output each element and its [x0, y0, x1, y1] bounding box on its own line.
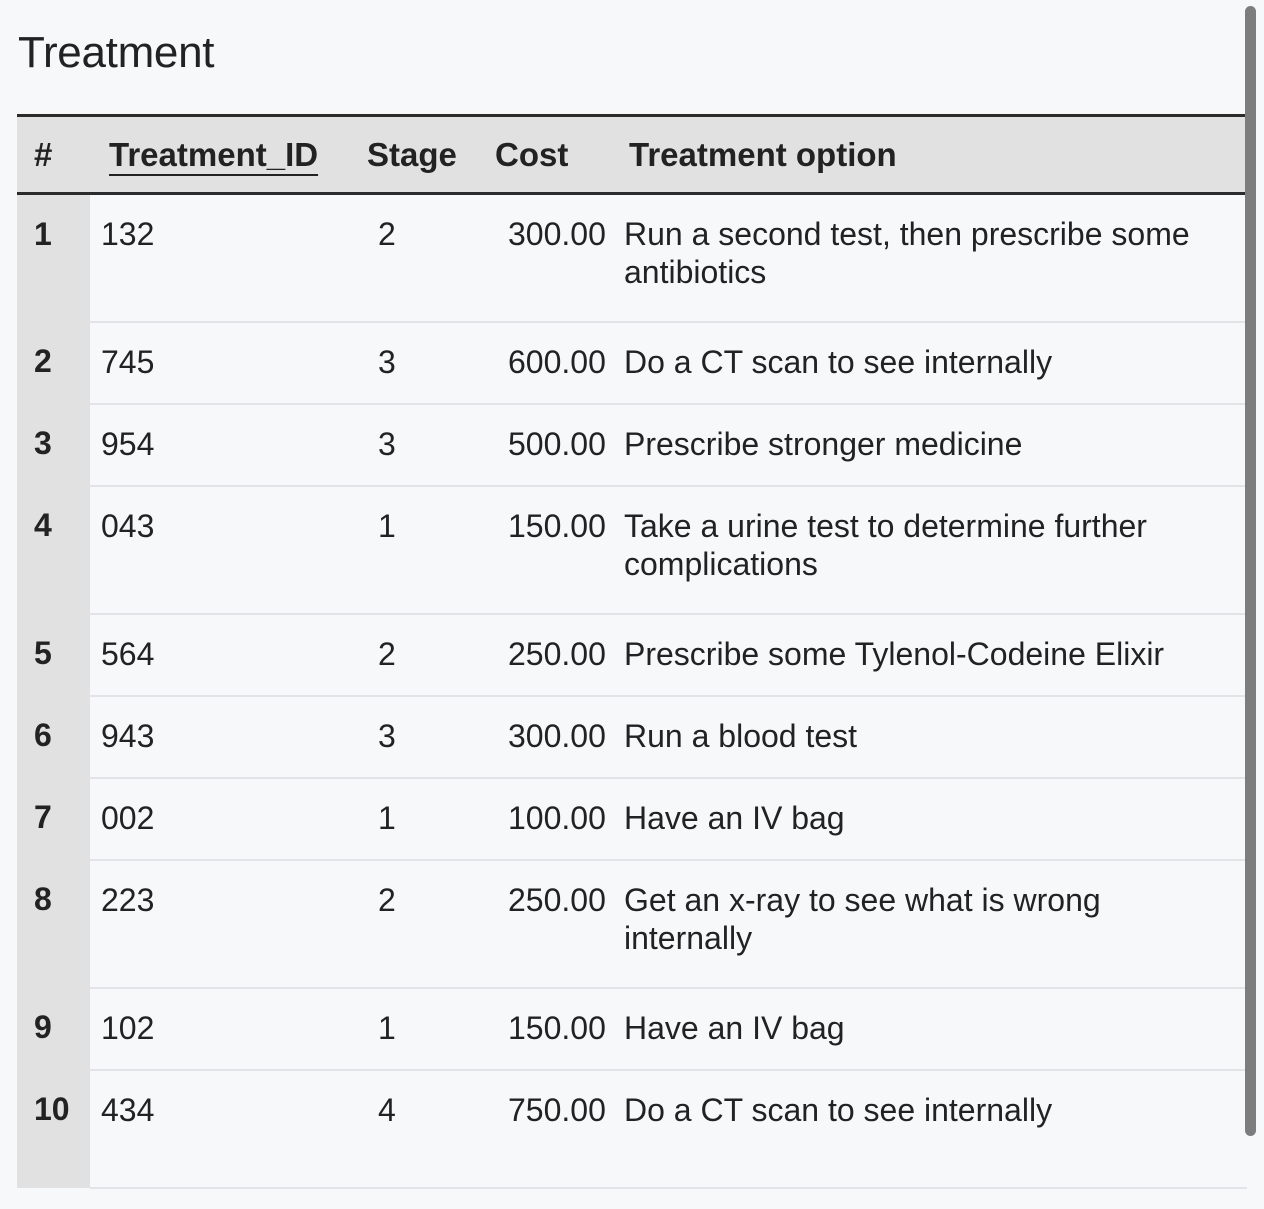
cell-cost: 300.00 — [486, 695, 620, 779]
column-header-treatment-id[interactable]: Treatment_ID — [90, 116, 356, 194]
table-row: 9 102 1 150.00 Have an IV bag — [17, 987, 1247, 1071]
cell-treatment-option: Run a blood test — [620, 695, 1247, 779]
cell-stage: 1 — [356, 987, 486, 1071]
cell-cost: 300.00 — [486, 193, 620, 323]
treatment-table: # Treatment_ID Stage Cost Treatment opti… — [17, 114, 1247, 1189]
cell-cost: 500.00 — [486, 403, 620, 487]
column-header-cost: Cost — [495, 135, 569, 173]
cell-treatment-id: 132 — [90, 193, 356, 323]
table-row: 2 745 3 600.00 Do a CT scan to see inter… — [17, 321, 1247, 405]
row-number: 3 — [17, 403, 90, 486]
page-title: Treatment — [18, 28, 215, 77]
row-number: 1 — [17, 193, 90, 322]
cell-treatment-id: 223 — [90, 859, 356, 989]
scrollbar-thumb[interactable] — [1245, 6, 1256, 1136]
row-number: 6 — [17, 695, 90, 778]
column-header-treatment-option: Treatment option — [629, 135, 897, 173]
cell-treatment-option: Have an IV bag — [620, 987, 1247, 1071]
row-number: 4 — [17, 485, 90, 614]
cell-cost: 100.00 — [486, 777, 620, 861]
cell-stage: 3 — [356, 403, 486, 487]
cell-cost: 150.00 — [486, 987, 620, 1071]
row-number: 7 — [17, 777, 90, 860]
table-header: # Treatment_ID Stage Cost Treatment opti… — [17, 115, 1247, 194]
cell-cost: 750.00 — [486, 1069, 620, 1189]
cell-cost: 600.00 — [486, 321, 620, 405]
table-row: 6 943 3 300.00 Run a blood test — [17, 695, 1247, 779]
table-row: 3 954 3 500.00 Prescribe stronger medici… — [17, 403, 1247, 487]
cell-treatment-id: 745 — [90, 321, 356, 405]
cell-treatment-option: Get an x-ray to see what is wrong intern… — [620, 859, 1247, 989]
table-row: 8 223 2 250.00 Get an x-ray to see what … — [17, 859, 1247, 989]
cell-stage: 4 — [356, 1069, 486, 1189]
cell-stage: 3 — [356, 321, 486, 405]
table-row: 7 002 1 100.00 Have an IV bag — [17, 777, 1247, 861]
cell-treatment-option: Have an IV bag — [620, 777, 1247, 861]
cell-cost: 250.00 — [486, 613, 620, 697]
cell-stage: 1 — [356, 777, 486, 861]
cell-treatment-id: 564 — [90, 613, 356, 697]
table-row: 4 043 1 150.00 Take a urine test to dete… — [17, 485, 1247, 615]
cell-stage: 1 — [356, 485, 486, 615]
cell-treatment-id: 002 — [90, 777, 356, 861]
cell-treatment-option: Take a urine test to determine further c… — [620, 485, 1247, 615]
cell-treatment-option: Prescribe stronger medicine — [620, 403, 1247, 487]
header-row: # Treatment_ID Stage Cost Treatment opti… — [17, 115, 1247, 194]
cell-treatment-id: 943 — [90, 695, 356, 779]
table-row: 10 434 4 750.00 Do a CT scan to see inte… — [17, 1069, 1247, 1189]
column-header-treatment-id-label[interactable]: Treatment_ID — [109, 135, 319, 173]
cell-stage: 2 — [356, 613, 486, 697]
row-number: 10 — [17, 1069, 90, 1188]
cell-treatment-id: 954 — [90, 403, 356, 487]
cell-cost: 150.00 — [486, 485, 620, 615]
cell-stage: 2 — [356, 859, 486, 989]
cell-treatment-option: Run a second test, then prescribe some a… — [620, 193, 1247, 323]
column-header-number: # — [34, 135, 53, 173]
cell-treatment-id: 102 — [90, 987, 356, 1071]
table-body: 1 132 2 300.00 Run a second test, then p… — [17, 193, 1247, 1189]
cell-treatment-option: Do a CT scan to see internally — [620, 1069, 1247, 1189]
column-header-stage: Stage — [367, 135, 457, 173]
cell-treatment-option: Prescribe some Tylenol-Codeine Elixir — [620, 613, 1247, 697]
cell-treatment-id: 043 — [90, 485, 356, 615]
cell-treatment-option: Do a CT scan to see internally — [620, 321, 1247, 405]
table-row: 1 132 2 300.00 Run a second test, then p… — [17, 193, 1247, 323]
cell-stage: 3 — [356, 695, 486, 779]
treatment-table-container: # Treatment_ID Stage Cost Treatment opti… — [17, 114, 1247, 1189]
cell-treatment-id: 434 — [90, 1069, 356, 1189]
cell-cost: 250.00 — [486, 859, 620, 989]
cell-stage: 2 — [356, 193, 486, 323]
table-row: 5 564 2 250.00 Prescribe some Tylenol-Co… — [17, 613, 1247, 697]
row-number: 2 — [17, 321, 90, 404]
row-number: 9 — [17, 987, 90, 1070]
row-number: 8 — [17, 859, 90, 988]
row-number: 5 — [17, 613, 90, 696]
